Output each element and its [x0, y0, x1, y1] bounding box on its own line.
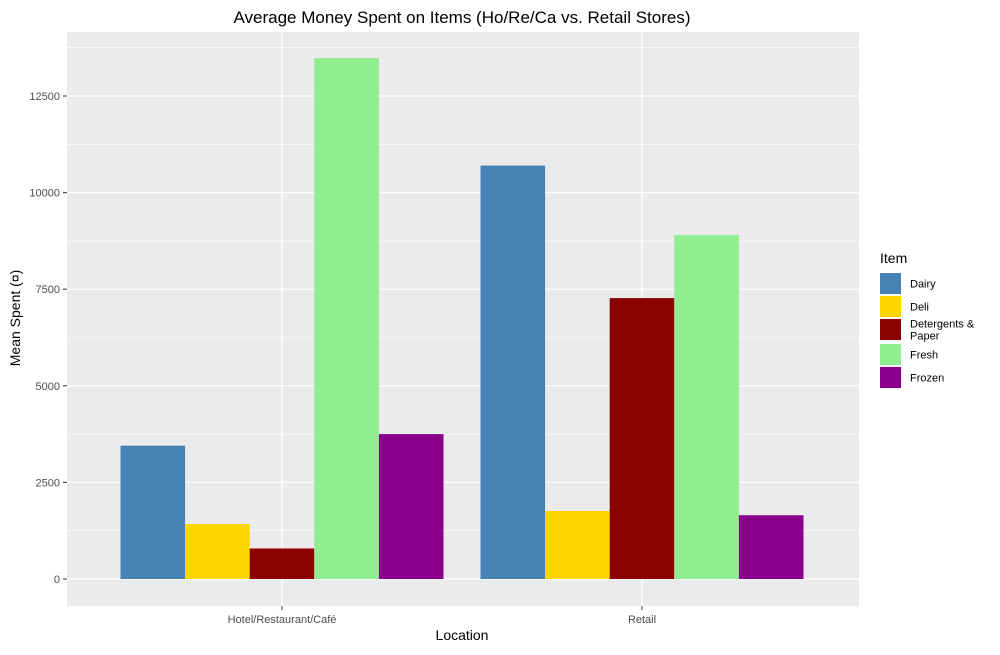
bar-fresh-retail [674, 235, 739, 579]
legend-key-frozen [880, 367, 901, 388]
y-tick-label: 7500 [36, 284, 60, 296]
bar-deli-retail [545, 510, 610, 579]
legend-key-deli [880, 296, 901, 317]
y-axis-title: Mean Spent (¤) [7, 270, 23, 367]
y-axis: 0 2500 5000 7500 10000 12500 [29, 91, 67, 586]
x-axis: Hotel/Restaurant/Café Retail [228, 606, 656, 626]
legend-label: Fresh [910, 350, 938, 362]
legend-label: Detergents & Paper [910, 319, 975, 343]
x-axis-title: Location [436, 627, 489, 643]
x-tick-label: Retail [628, 614, 656, 626]
legend: Item Dairy Deli Detergents & Paper Fresh Froz… [880, 250, 975, 388]
bar-detergents-paper-retail [609, 298, 675, 579]
x-tick-label: Hotel/Restaurant/Café [228, 614, 337, 626]
legend-key-dairy [880, 273, 901, 294]
bar-detergents-paper-horeca [249, 548, 315, 579]
legend-key-detergents-paper [880, 319, 901, 340]
bars [120, 58, 804, 579]
y-tick-label: 12500 [29, 91, 60, 103]
bar-frozen-horeca [378, 434, 444, 579]
y-tick-label: 2500 [36, 477, 60, 489]
bar-dairy-retail [480, 165, 546, 579]
chart-title: Average Money Spent on Items (Ho/Re/Ca v… [234, 8, 691, 27]
legend-key-fresh [880, 344, 901, 365]
bar-fresh-horeca [314, 58, 379, 579]
legend-label: Frozen [910, 373, 944, 385]
y-tick-label: 10000 [29, 188, 60, 200]
bar-deli-horeca [185, 524, 250, 579]
y-tick-label: 5000 [36, 381, 60, 393]
y-tick-label: 0 [54, 574, 60, 586]
legend-title: Item [880, 250, 907, 266]
bar-dairy-horeca [120, 445, 186, 579]
bar-frozen-retail [738, 515, 804, 579]
legend-label: Dairy [910, 279, 936, 291]
legend-label: Deli [910, 302, 929, 314]
